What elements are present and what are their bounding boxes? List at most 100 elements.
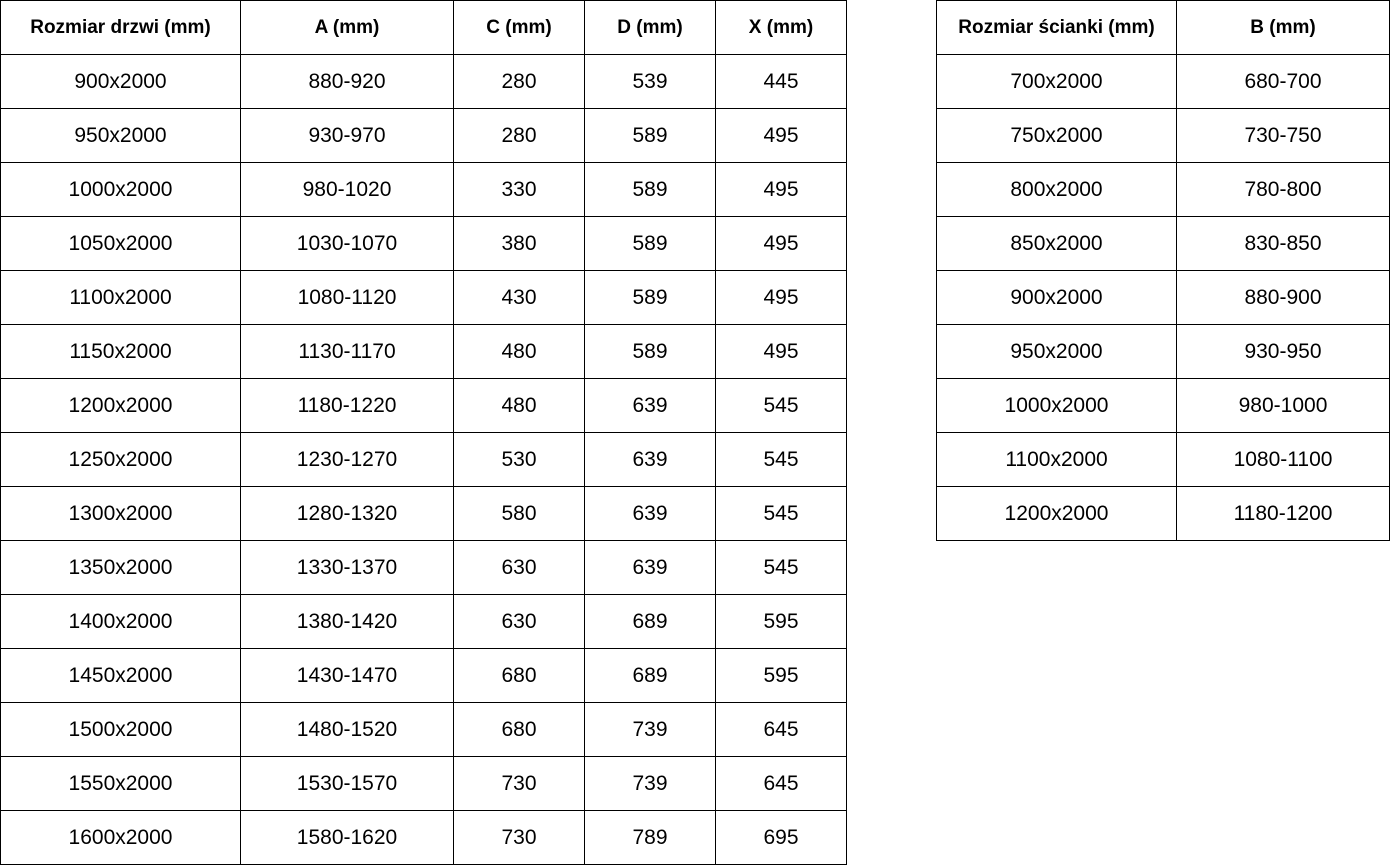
table-cell: 595 xyxy=(715,594,847,649)
table-cell: 589 xyxy=(584,162,716,217)
column-header: Rozmiar drzwi (mm) xyxy=(0,0,241,55)
table-cell: 1100x2000 xyxy=(936,432,1177,487)
table-cell: 1200x2000 xyxy=(936,486,1177,541)
table-cell: 545 xyxy=(715,432,847,487)
table-cell: 950x2000 xyxy=(936,324,1177,379)
column-header: C (mm) xyxy=(453,0,585,55)
table-row: 750x2000 730-750 xyxy=(936,108,1390,163)
table-row: 1400x2000 1380-1420 630 689 595 xyxy=(0,594,847,649)
column-header: X (mm) xyxy=(715,0,847,55)
table-cell: 730 xyxy=(453,810,585,865)
table-row: 950x2000 930-950 xyxy=(936,324,1390,379)
table-cell: 739 xyxy=(584,702,716,757)
table-cell: 1550x2000 xyxy=(0,756,241,811)
table-cell: 1430-1470 xyxy=(240,648,454,703)
table-cell: 1530-1570 xyxy=(240,756,454,811)
table-row: 950x2000 930-970 280 589 495 xyxy=(0,108,847,163)
table-cell: 630 xyxy=(453,594,585,649)
table-cell: 1350x2000 xyxy=(0,540,241,595)
table-cell: 780-800 xyxy=(1176,162,1390,217)
table-cell: 1480-1520 xyxy=(240,702,454,757)
table-cell: 480 xyxy=(453,378,585,433)
table-row: 900x2000 880-920 280 539 445 xyxy=(0,54,847,109)
table-cell: 1180-1200 xyxy=(1176,486,1390,541)
table-cell: 630 xyxy=(453,540,585,595)
table-row: 1050x2000 1030-1070 380 589 495 xyxy=(0,216,847,271)
table-cell: 1150x2000 xyxy=(0,324,241,379)
door-sizes-table: Rozmiar drzwi (mm) A (mm) C (mm) D (mm) X (m… xyxy=(0,0,847,865)
table-cell: 530 xyxy=(453,432,585,487)
table-row: 1200x2000 1180-1220 480 639 545 xyxy=(0,378,847,433)
table-cell: 1180-1220 xyxy=(240,378,454,433)
table-cell: 280 xyxy=(453,54,585,109)
table-row: 1450x2000 1430-1470 680 689 595 xyxy=(0,648,847,703)
table-cell: 1280-1320 xyxy=(240,486,454,541)
table-cell: 1380-1420 xyxy=(240,594,454,649)
table-row: 1350x2000 1330-1370 630 639 545 xyxy=(0,540,847,595)
table-cell: 580 xyxy=(453,486,585,541)
table-cell: 545 xyxy=(715,540,847,595)
table-cell: 480 xyxy=(453,324,585,379)
table-cell: 280 xyxy=(453,108,585,163)
table-row: 1100x2000 1080-1120 430 589 495 xyxy=(0,270,847,325)
table-cell: 1230-1270 xyxy=(240,432,454,487)
table-cell: 750x2000 xyxy=(936,108,1177,163)
table-cell: 445 xyxy=(715,54,847,109)
table-cell: 680-700 xyxy=(1176,54,1390,109)
table-cell: 1130-1170 xyxy=(240,324,454,379)
table-cell: 589 xyxy=(584,324,716,379)
table-cell: 930-950 xyxy=(1176,324,1390,379)
table-cell: 730-750 xyxy=(1176,108,1390,163)
table-cell: 1080-1100 xyxy=(1176,432,1390,487)
table-cell: 980-1020 xyxy=(240,162,454,217)
table-cell: 495 xyxy=(715,162,847,217)
wall-sizes-table: Rozmiar ścianki (mm) B (mm) 700x2000 680-7… xyxy=(936,0,1390,541)
table-row: 700x2000 680-700 xyxy=(936,54,1390,109)
table-cell: 545 xyxy=(715,486,847,541)
table-cell: 380 xyxy=(453,216,585,271)
table-cell: 1250x2000 xyxy=(0,432,241,487)
table-cell: 739 xyxy=(584,756,716,811)
table-row: 850x2000 830-850 xyxy=(936,216,1390,271)
table-cell: 730 xyxy=(453,756,585,811)
table-cell: 1100x2000 xyxy=(0,270,241,325)
table-cell: 1200x2000 xyxy=(0,378,241,433)
column-header: A (mm) xyxy=(240,0,454,55)
table-cell: 430 xyxy=(453,270,585,325)
table-cell: 1050x2000 xyxy=(0,216,241,271)
column-header: B (mm) xyxy=(1176,0,1390,55)
table-cell: 1600x2000 xyxy=(0,810,241,865)
table-cell: 680 xyxy=(453,648,585,703)
table-cell: 545 xyxy=(715,378,847,433)
table-row: 1300x2000 1280-1320 580 639 545 xyxy=(0,486,847,541)
table-cell: 800x2000 xyxy=(936,162,1177,217)
table-row: 1550x2000 1530-1570 730 739 645 xyxy=(0,756,847,811)
table-row: 900x2000 880-900 xyxy=(936,270,1390,325)
column-header: D (mm) xyxy=(584,0,716,55)
table-cell: 1080-1120 xyxy=(240,270,454,325)
table-cell: 1300x2000 xyxy=(0,486,241,541)
table-cell: 589 xyxy=(584,108,716,163)
table-cell: 495 xyxy=(715,270,847,325)
table-cell: 639 xyxy=(584,378,716,433)
table-row: 1000x2000 980-1020 330 589 495 xyxy=(0,162,847,217)
table-row: 1600x2000 1580-1620 730 789 695 xyxy=(0,810,847,865)
table-cell: 950x2000 xyxy=(0,108,241,163)
table-row: 1500x2000 1480-1520 680 739 645 xyxy=(0,702,847,757)
table-cell: 1400x2000 xyxy=(0,594,241,649)
table-row: 800x2000 780-800 xyxy=(936,162,1390,217)
table-cell: 1330-1370 xyxy=(240,540,454,595)
table-cell: 595 xyxy=(715,648,847,703)
table-cell: 689 xyxy=(584,594,716,649)
table-cell: 645 xyxy=(715,702,847,757)
table-cell: 495 xyxy=(715,216,847,271)
table-row: 1100x2000 1080-1100 xyxy=(936,432,1390,487)
table-cell: 1000x2000 xyxy=(0,162,241,217)
table-row: 1150x2000 1130-1170 480 589 495 xyxy=(0,324,847,379)
table-cell: 539 xyxy=(584,54,716,109)
table-cell: 1030-1070 xyxy=(240,216,454,271)
table-cell: 980-1000 xyxy=(1176,378,1390,433)
table-cell: 900x2000 xyxy=(0,54,241,109)
table-header-row: Rozmiar ścianki (mm) B (mm) xyxy=(936,0,1390,55)
table-cell: 1000x2000 xyxy=(936,378,1177,433)
